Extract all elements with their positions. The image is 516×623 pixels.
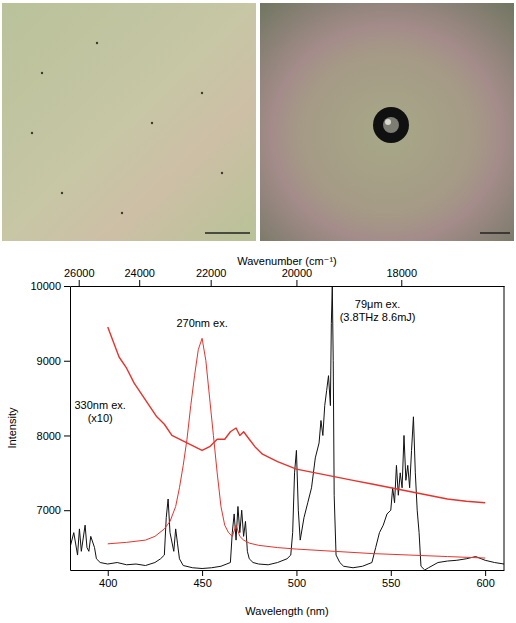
tick-label: 8000 bbox=[37, 429, 61, 441]
tick-label: 500 bbox=[288, 577, 306, 589]
scale-bar bbox=[205, 232, 250, 234]
tick: 550 bbox=[382, 570, 400, 589]
annotation-line: (x10) bbox=[88, 412, 113, 424]
tick-mark bbox=[64, 286, 70, 287]
tick: 18000 bbox=[386, 267, 417, 286]
tick-mark bbox=[211, 280, 212, 286]
tick-mark bbox=[401, 280, 402, 286]
spectrum-line bbox=[108, 338, 485, 558]
annotation-line: 330nm ex. bbox=[75, 399, 126, 411]
tick-mark bbox=[108, 570, 109, 576]
annotation-line: (3.8THz 8.6mJ) bbox=[340, 311, 416, 323]
tick-mark bbox=[202, 570, 203, 576]
tick-label: 10000 bbox=[30, 280, 61, 292]
tick-mark bbox=[64, 435, 70, 436]
spectrum-line bbox=[108, 327, 485, 503]
annotation-line: 270nm ex. bbox=[176, 317, 227, 329]
annotation: 79μm ex.(3.8THz 8.6mJ) bbox=[340, 298, 416, 323]
frame-right bbox=[504, 286, 505, 570]
tick: 8000 bbox=[37, 429, 70, 441]
tick-mark bbox=[79, 280, 80, 286]
scale-bar bbox=[480, 232, 510, 234]
tick-mark bbox=[485, 570, 486, 576]
x-axis: 400 450 500 550 600 bbox=[71, 570, 505, 589]
tick-label: 600 bbox=[476, 577, 494, 589]
x-axis-title: Wavelength (nm) bbox=[245, 605, 328, 617]
axis-line bbox=[71, 570, 505, 571]
tick: 26000 bbox=[64, 267, 95, 286]
photo-background bbox=[2, 3, 256, 241]
tick-label: 24000 bbox=[124, 267, 155, 279]
tick: 24000 bbox=[124, 267, 155, 286]
tick: 9000 bbox=[37, 355, 70, 367]
tick-label: 20000 bbox=[282, 267, 313, 279]
annotations: 270nm ex. 79μm ex.(3.8THz 8.6mJ) 330nm ex.… bbox=[75, 298, 416, 424]
spectrum-line bbox=[70, 286, 504, 570]
annotation: 270nm ex. bbox=[176, 317, 227, 329]
tick-mark bbox=[64, 510, 70, 511]
axis-line bbox=[71, 286, 505, 287]
y-axis: 7000 8000 9000 10000 bbox=[30, 280, 70, 570]
tick-mark bbox=[296, 280, 297, 286]
particle-highlight bbox=[385, 119, 391, 125]
tick-mark bbox=[64, 361, 70, 362]
tick-label: 450 bbox=[193, 577, 211, 589]
tick-label: 18000 bbox=[386, 267, 417, 279]
photo-background bbox=[260, 3, 514, 241]
tick: 400 bbox=[99, 570, 117, 589]
x2-axis: 26000 24000 22000 20000 18000 bbox=[64, 267, 505, 287]
annotation-line: 79μm ex. bbox=[355, 298, 400, 310]
photo-speck bbox=[31, 132, 33, 134]
photo-speck bbox=[96, 42, 98, 44]
tick: 22000 bbox=[196, 267, 227, 286]
photo-left bbox=[2, 3, 256, 241]
y-axis-title: Intensity bbox=[6, 407, 18, 448]
photo-speck bbox=[151, 122, 153, 124]
tick: 450 bbox=[193, 570, 211, 589]
annotation: 330nm ex.(x10) bbox=[75, 399, 126, 424]
plot-lines bbox=[70, 286, 504, 570]
photo-speck bbox=[41, 72, 43, 74]
tick-label: 550 bbox=[382, 577, 400, 589]
tick: 500 bbox=[288, 570, 306, 589]
photo-speck bbox=[61, 192, 63, 194]
tick: 7000 bbox=[37, 504, 70, 516]
tick-label: 400 bbox=[99, 577, 117, 589]
particle-core bbox=[383, 117, 399, 133]
tick-mark bbox=[391, 570, 392, 576]
photo-speck bbox=[121, 212, 123, 214]
axis-line bbox=[70, 287, 71, 571]
photo-speck bbox=[201, 92, 203, 94]
tick-label: 22000 bbox=[196, 267, 227, 279]
tick-mark bbox=[139, 280, 140, 286]
particle-ring bbox=[373, 107, 409, 143]
figure: 400 450 500 550 600 26000 24000 22000 20000 18000… bbox=[0, 0, 516, 623]
tick-label: 9000 bbox=[37, 355, 61, 367]
tick: 10000 bbox=[30, 280, 70, 292]
photo-speck bbox=[221, 172, 223, 174]
tick-label: 7000 bbox=[37, 504, 61, 516]
tick: 20000 bbox=[282, 267, 313, 286]
photo-right bbox=[260, 3, 514, 241]
tick-mark bbox=[296, 570, 297, 576]
chart: 400 450 500 550 600 26000 24000 22000 20000 18000… bbox=[6, 255, 505, 617]
tick-label: 26000 bbox=[64, 267, 95, 279]
tick: 600 bbox=[476, 570, 494, 589]
x2-axis-title: Wavenumber (cm⁻¹) bbox=[237, 255, 337, 267]
